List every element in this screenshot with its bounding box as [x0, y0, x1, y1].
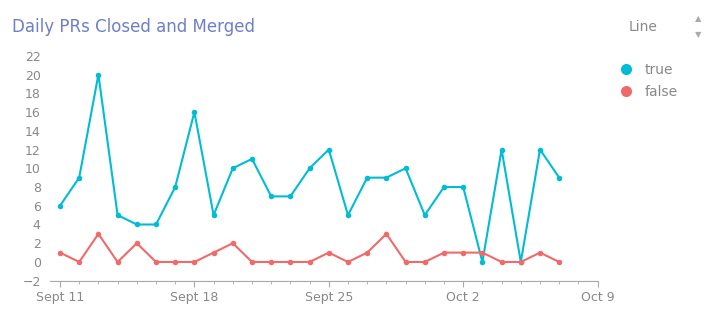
Text: ▼: ▼: [695, 30, 701, 39]
Text: ▲: ▲: [695, 14, 701, 23]
Legend: true, false: true, false: [612, 63, 678, 99]
Text: Daily PRs Closed and Merged: Daily PRs Closed and Merged: [12, 18, 255, 36]
Text: Line: Line: [628, 20, 657, 34]
